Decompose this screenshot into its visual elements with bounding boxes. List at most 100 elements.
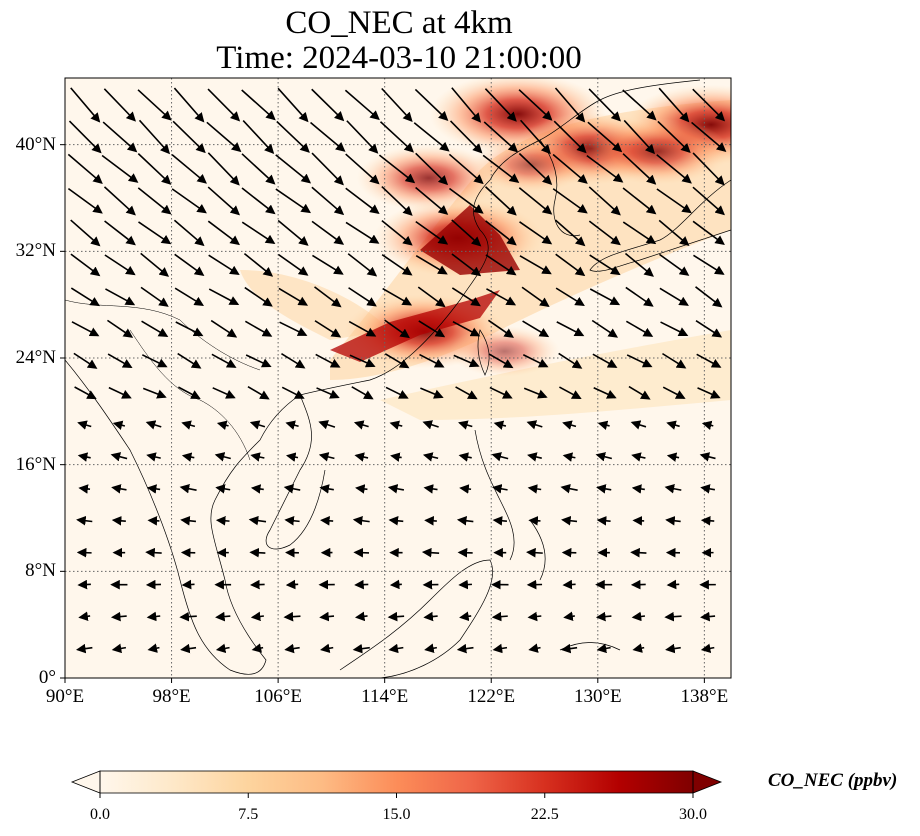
wind-arrow — [348, 287, 377, 307]
wind-arrow — [67, 153, 103, 184]
longitude-tick-label: 98°E — [152, 686, 191, 707]
wind-arrow — [595, 611, 612, 622]
wind-arrow — [518, 187, 553, 215]
wind-arrow — [593, 386, 617, 399]
wind-arrow — [659, 287, 689, 306]
wind-arrow — [244, 286, 273, 307]
wind-arrow — [482, 154, 520, 183]
longitude-tick-label: 122°E — [467, 686, 516, 707]
wind-arrow — [552, 153, 588, 184]
wind-arrow — [68, 120, 102, 154]
wind-arrow — [692, 220, 725, 245]
wind-arrow — [277, 87, 309, 123]
wind-arrow — [381, 254, 413, 276]
wind-arrow — [419, 353, 445, 368]
wind-arrow — [522, 320, 550, 338]
wind-arrow — [662, 386, 686, 399]
wind-arrow — [489, 386, 513, 399]
wind-arrow — [487, 319, 515, 338]
wind-arrow — [349, 354, 376, 368]
wind-arrow — [631, 611, 646, 622]
wind-arrow — [586, 154, 624, 183]
wind-arrow — [415, 186, 449, 215]
wind-arrow — [381, 87, 413, 123]
wind-arrow — [215, 611, 231, 622]
colorbar-tick-label: 22.5 — [530, 806, 559, 823]
wind-arrow — [70, 287, 100, 307]
wind-arrow — [592, 353, 618, 368]
wind-arrow — [314, 286, 342, 308]
wind-arrow — [174, 253, 205, 276]
wind-arrow — [345, 221, 380, 244]
wind-arrow — [456, 643, 474, 654]
wind-arrow — [563, 611, 575, 622]
wind-arrow — [381, 185, 413, 216]
wind-arrow — [174, 287, 205, 306]
wind-arrow — [628, 385, 651, 400]
wind-arrow — [346, 120, 379, 154]
wind-arrow — [423, 484, 438, 494]
wind-arrow — [555, 253, 586, 277]
wind-arrow — [210, 319, 238, 338]
wind-arrow — [556, 321, 585, 337]
plot-title-line-2: Time: 2024-03-10 21:00:00 — [216, 40, 582, 76]
wind-arrow — [595, 452, 613, 462]
wind-arrow — [141, 354, 168, 368]
wind-arrow — [622, 187, 657, 215]
wind-arrow — [104, 220, 136, 246]
wind-arrow — [140, 252, 170, 277]
wind-arrow — [459, 484, 472, 494]
concentration-plume — [585, 118, 730, 185]
wind-arrow — [421, 547, 440, 558]
wind-arrow — [147, 516, 160, 526]
wind-arrow — [389, 579, 402, 590]
wind-arrow — [179, 611, 197, 622]
wind-arrow — [666, 420, 680, 430]
wind-arrow — [345, 187, 380, 215]
wind-arrow — [137, 153, 172, 185]
wind-arrow — [484, 88, 517, 122]
colorbar-max-extend — [692, 770, 723, 794]
wind-arrow — [451, 253, 482, 277]
wind-arrow — [208, 254, 240, 275]
wind-arrow — [111, 516, 126, 526]
colorbar-ticks — [99, 793, 694, 798]
wind-arrow — [355, 484, 368, 494]
wind-arrow — [281, 353, 306, 369]
wind-arrow — [284, 643, 300, 654]
wind-arrow — [105, 288, 136, 306]
wind-arrow — [448, 187, 484, 214]
wind-arrow — [561, 515, 578, 526]
wind-arrow — [206, 121, 242, 153]
wind-arrow — [519, 119, 551, 155]
concentration-plume — [356, 144, 501, 212]
wind-arrow — [632, 643, 645, 653]
coastline-taiwan — [477, 329, 490, 376]
wind-arrow — [414, 88, 449, 121]
wind-arrow — [77, 452, 91, 462]
wind-arrow — [78, 484, 91, 494]
wind-arrow — [527, 611, 542, 622]
wind-arrow — [354, 452, 369, 462]
wind-arrow — [484, 186, 517, 216]
wind-arrow — [596, 643, 611, 654]
coastline-west — [65, 359, 267, 675]
wind-arrow — [700, 516, 715, 526]
wind-arrow — [666, 452, 680, 462]
plume-ridge-coastal — [330, 290, 500, 362]
wind-arrow — [488, 353, 514, 369]
wind-arrow — [664, 484, 682, 494]
wind-arrow — [417, 286, 446, 308]
wind-arrow — [207, 220, 240, 246]
wind-arrow — [354, 579, 369, 590]
wind-arrow — [177, 352, 202, 369]
wind-arrow — [208, 288, 240, 305]
wind-arrow — [316, 387, 340, 399]
colorbar-tick-label: 7.5 — [238, 806, 259, 823]
wind-arrow — [518, 89, 553, 121]
axis-ticks — [60, 144, 705, 683]
colorbar-tick-label: 15.0 — [382, 806, 411, 823]
wind-arrow — [692, 186, 725, 216]
wind-arrow — [596, 516, 611, 526]
wind-arrow — [207, 152, 240, 186]
